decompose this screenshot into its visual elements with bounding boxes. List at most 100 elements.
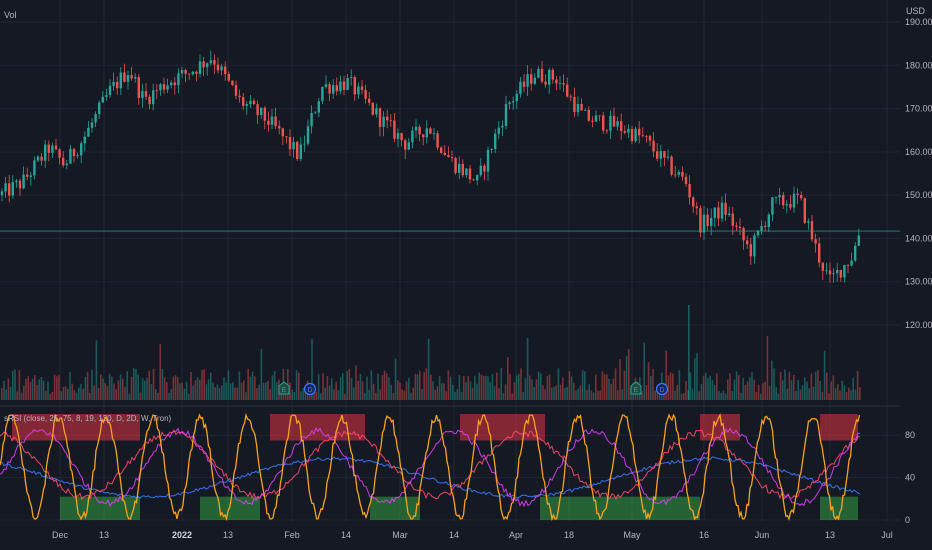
candle-body	[278, 126, 281, 129]
volume-bar	[245, 392, 247, 400]
volume-bar	[447, 370, 450, 400]
volume-bar	[777, 393, 780, 400]
candle-body	[699, 208, 702, 233]
candle-body	[468, 168, 472, 180]
candle-body	[659, 151, 662, 159]
candle-body	[476, 175, 479, 181]
volume-bar	[575, 390, 577, 400]
volume-bar	[623, 370, 626, 400]
volume-bar	[551, 387, 553, 400]
volume-bar	[819, 380, 821, 400]
candle-body	[713, 207, 716, 218]
volume-bar	[733, 379, 736, 400]
candle-body	[544, 81, 547, 85]
candle-body	[854, 245, 857, 261]
volume-bar	[300, 391, 302, 400]
candle-body	[162, 84, 166, 90]
volume-bar	[546, 375, 549, 400]
candle-body	[285, 136, 288, 138]
candle-body	[83, 136, 86, 144]
volume-bar	[493, 386, 496, 400]
candle-body	[411, 130, 414, 143]
candle-body	[551, 69, 554, 80]
candle-body	[443, 152, 446, 156]
volume-bar	[724, 393, 727, 400]
volume-bar	[93, 385, 95, 400]
candle-body	[774, 197, 778, 199]
volume-bar	[401, 389, 403, 400]
volume-bar	[678, 370, 681, 400]
volume-bar	[124, 386, 126, 400]
volume-bar	[590, 390, 593, 400]
volume-bar	[392, 393, 395, 400]
candle-body	[119, 72, 122, 89]
volume-bar	[804, 377, 806, 400]
volume-bar	[16, 391, 18, 400]
volume-bar	[36, 385, 38, 400]
volume-bar	[102, 378, 104, 400]
volume-bar	[161, 369, 164, 400]
volume-bar	[643, 342, 645, 400]
volume-bar	[823, 350, 826, 400]
candle-body	[296, 141, 299, 159]
volume-bar	[86, 371, 89, 400]
volume-bar	[619, 358, 621, 400]
volume-bar	[496, 372, 498, 400]
candle-body	[569, 96, 572, 98]
volume-bar	[265, 382, 267, 400]
price-tick-label: 140.00	[905, 233, 932, 243]
candle-body	[605, 130, 608, 132]
candle-body	[281, 128, 284, 137]
candle-body	[220, 66, 223, 71]
volume-bar	[214, 387, 216, 400]
volume-bar	[82, 388, 84, 400]
candle-body	[8, 183, 11, 196]
volume-bar	[390, 384, 392, 400]
candle-body	[555, 79, 558, 84]
volume-bar	[249, 376, 252, 400]
price-tick-label: 170.00	[905, 104, 932, 114]
candle-body	[166, 85, 169, 90]
volume-bar	[480, 374, 483, 400]
candle-body	[598, 115, 601, 117]
volume-bar	[531, 379, 533, 400]
time-tick-label: 16	[699, 530, 709, 540]
volume-bar	[181, 382, 183, 400]
volume-bar	[359, 374, 362, 400]
candle-body	[764, 226, 767, 227]
volume-bar	[53, 374, 56, 400]
volume-bar	[465, 382, 467, 400]
overbought-zone	[460, 414, 545, 441]
volume-bar	[515, 375, 518, 400]
candle-body	[368, 98, 371, 103]
volume-bar	[333, 389, 335, 400]
volume-bar	[502, 393, 505, 400]
candle-body	[796, 193, 799, 196]
volume-bar	[366, 376, 368, 400]
price-axis[interactable]: 190.00 180.00 170.00 160.00 150.00 140.00 130.…	[905, 17, 932, 330]
volume-bar	[617, 390, 619, 400]
candle-body	[483, 165, 486, 172]
volume-bar	[584, 371, 586, 400]
candle-body	[26, 174, 29, 177]
volume-bar	[223, 377, 225, 400]
candle-body	[209, 60, 212, 64]
indicator-legend[interactable]: sRSI (close, 25, 75, 8, 19, 120, D, 2D, …	[4, 414, 172, 423]
candle-body	[65, 163, 68, 166]
volume-bar	[262, 382, 265, 400]
volume-bar	[731, 391, 733, 400]
candle-body	[252, 100, 256, 105]
volume-bar	[267, 380, 269, 400]
candle-body	[76, 155, 79, 157]
rsi-axis[interactable]: 80 40 0	[905, 430, 915, 525]
volume-bar	[221, 385, 223, 400]
volume-bar	[27, 376, 29, 400]
volume-bar	[601, 371, 604, 400]
candle-body	[364, 89, 367, 99]
volume-bar	[452, 384, 454, 400]
candle-body	[666, 156, 670, 158]
volume-bar	[592, 392, 595, 400]
time-axis[interactable]: Dec 13 2022 13 Feb 14 Mar 14 Apr 18 May 16 Jun 13 Jul	[52, 530, 893, 540]
